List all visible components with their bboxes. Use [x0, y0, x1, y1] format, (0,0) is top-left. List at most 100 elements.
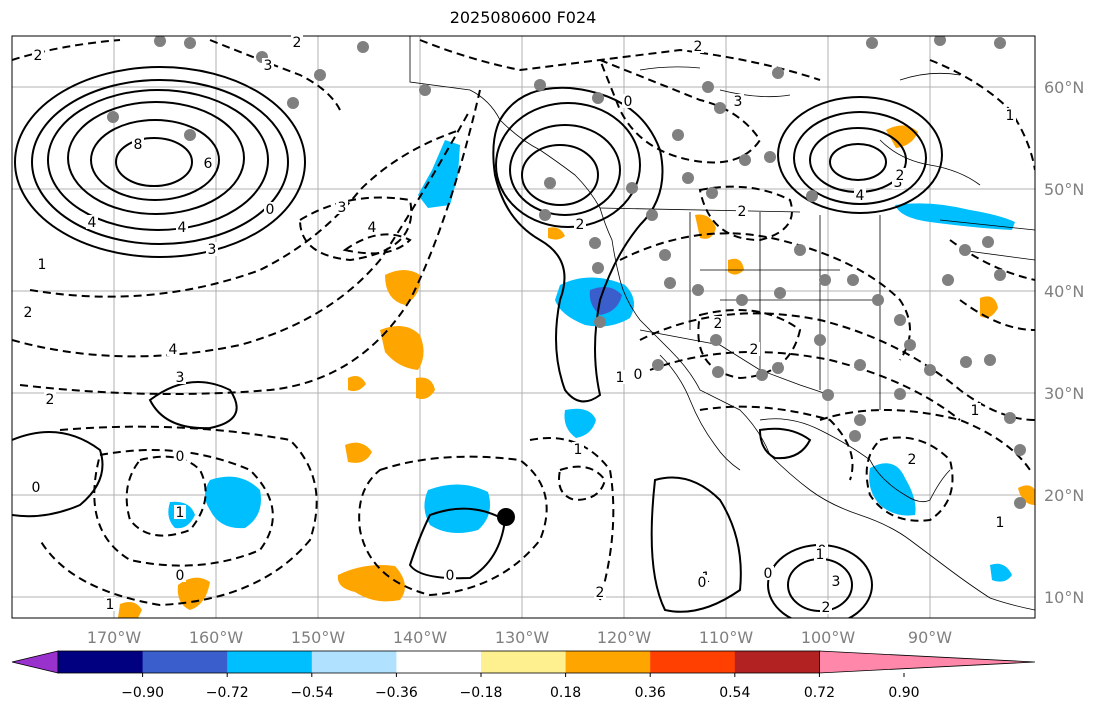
station-dots — [107, 36, 1026, 509]
longitude-labels: 170°W 160°W 150°W 140°W 130°W 120°W 110°W 100°W… — [87, 628, 952, 647]
contour-label: 1 — [971, 403, 980, 419]
contour-label-bg — [736, 204, 748, 218]
contour-label-bg — [854, 188, 866, 202]
contour-label: 2 — [896, 168, 905, 184]
map-background — [12, 36, 1035, 618]
colorbar-tick-label: −0.36 — [375, 685, 418, 701]
contour-label: 0 — [624, 94, 633, 110]
contour-label: 2 — [750, 342, 759, 358]
contour-label-bg — [762, 566, 774, 580]
colorbar-frame — [57, 650, 820, 674]
contour-label-bg — [732, 94, 744, 108]
colorbar-tick-label: −0.18 — [460, 685, 503, 701]
colorbar-tick-label: −0.54 — [290, 685, 333, 701]
contour-label-bg — [174, 370, 186, 384]
contour-label: 4 — [88, 215, 97, 231]
longitude-label: 120°W — [597, 628, 652, 647]
latitude-label: 60°N — [1044, 78, 1084, 97]
contour-label: 0 — [634, 367, 643, 383]
longitude-label: 170°W — [87, 628, 142, 647]
contour-label: 2 — [24, 305, 33, 321]
contour-label-bg — [30, 480, 42, 494]
contour-label-bg — [969, 403, 981, 417]
contour-label-bg — [174, 449, 186, 463]
latitude-label: 20°N — [1044, 486, 1084, 505]
contour-label: 2 — [822, 600, 831, 616]
contour-label-bg — [814, 547, 826, 561]
contour-label-bg — [820, 600, 832, 614]
coastlines-borders — [409, 36, 1035, 611]
contour-label-bg — [1004, 108, 1016, 122]
contour-label: 2 — [576, 217, 585, 233]
contour-label-bg — [572, 442, 584, 456]
map-title: 2025080600 F024 — [449, 8, 597, 27]
colorbar-segment — [142, 651, 228, 673]
contour-label: 2 — [596, 585, 605, 601]
contour-label-bg — [830, 574, 842, 588]
latitude-label: 40°N — [1044, 282, 1084, 301]
colorbar-segment — [481, 651, 567, 673]
contour-label-bg — [174, 568, 186, 582]
contour-label: 0 — [446, 568, 455, 584]
latitude-labels: 60°N 50°N 40°N 30°N 20°N 10°N — [1044, 78, 1084, 607]
contour-label: 1 — [1006, 108, 1015, 124]
colorbar-tick-label: −0.90 — [121, 685, 164, 701]
colorbar-segment — [227, 651, 313, 673]
contour-label: 1 — [106, 597, 115, 613]
contour-label: 8 — [134, 137, 143, 153]
contour-label-bg — [336, 200, 348, 214]
contour-label-bg — [32, 48, 44, 62]
contour-label: 2 — [293, 35, 302, 51]
contour-label-bg — [206, 242, 218, 256]
contour-label-bg — [132, 137, 144, 151]
contour-label: 2 — [694, 39, 703, 55]
contour-label: 4 — [856, 188, 865, 204]
contour-label: 3 — [894, 175, 903, 191]
contour-label-bg — [632, 367, 644, 381]
contour-label: 1 — [176, 505, 185, 521]
colorbar-segment — [650, 651, 736, 673]
colorbar — [11, 650, 1036, 674]
colorbar-tick-label: 0.18 — [550, 685, 581, 701]
contour-label: 1 — [616, 370, 625, 386]
contour-label: 0 — [32, 480, 41, 496]
longitude-label: 100°W — [801, 628, 856, 647]
contour-label-bg — [692, 39, 704, 53]
contour-label: 2 — [34, 48, 43, 64]
contour-label-bg — [894, 168, 906, 182]
latitude-label: 30°N — [1044, 384, 1084, 403]
contour-label: 1 — [38, 257, 47, 273]
contour-label-bg — [574, 217, 586, 231]
contour-label: 0 — [764, 566, 773, 582]
contour-label-bg — [36, 257, 48, 271]
contour-label: 0 — [176, 449, 185, 465]
contour-label: 2 — [908, 452, 917, 468]
contour-label-bg — [174, 505, 186, 519]
contour-label: 4 — [178, 220, 187, 236]
contour-label-bg — [44, 392, 56, 406]
longitude-label: 110°W — [699, 628, 754, 647]
map-frame — [11, 35, 1036, 619]
contour-label-bg — [906, 452, 918, 466]
longitude-label: 130°W — [495, 628, 550, 647]
latitude-label: 10°N — [1044, 588, 1084, 607]
contour-label-bg — [622, 94, 634, 108]
contour-label: 3 — [208, 242, 217, 258]
colorbar-extend-high — [819, 650, 1036, 674]
contour-label: 3 — [338, 200, 347, 216]
contour-label: 6 — [204, 156, 213, 172]
contour-label-bg — [262, 58, 274, 72]
longitude-label: 140°W — [393, 628, 448, 647]
contour-label-bg — [291, 35, 303, 49]
contour-label-bg — [86, 215, 98, 229]
contour-label: 3 — [264, 58, 273, 74]
colorbar-tick-label: 0.72 — [804, 685, 835, 701]
longitude-label: 160°W — [189, 628, 244, 647]
contour-label-bg — [202, 156, 214, 170]
colorbar-segment — [58, 651, 144, 673]
colorbar-tick-label: 0.54 — [719, 685, 750, 701]
contour-label-bg — [176, 220, 188, 234]
contour-label: 3 — [832, 574, 841, 590]
contour-label-bg — [264, 202, 276, 216]
